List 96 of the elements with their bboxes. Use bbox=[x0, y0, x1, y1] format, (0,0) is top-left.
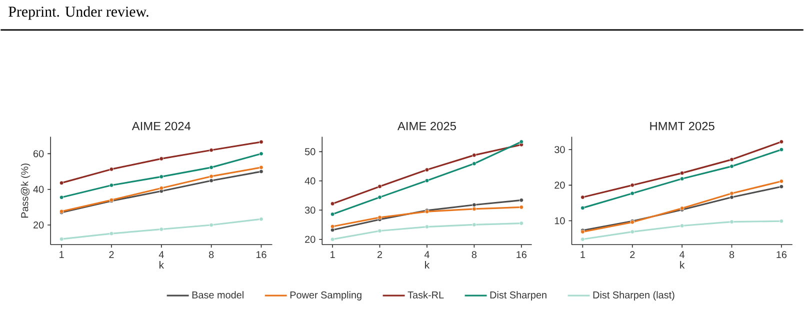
x-tick-label: 4 bbox=[158, 251, 164, 258]
point bbox=[109, 232, 114, 236]
x-tick-label: 8 bbox=[729, 251, 734, 258]
point bbox=[779, 219, 784, 224]
point bbox=[730, 220, 734, 224]
chart-title: AIME 2025 bbox=[397, 122, 456, 131]
point bbox=[259, 170, 264, 174]
x-tick-label: 1 bbox=[580, 251, 585, 258]
point bbox=[730, 192, 734, 196]
point bbox=[680, 176, 684, 182]
y-tick-label: 50 bbox=[304, 148, 316, 156]
x-tick-label: 16 bbox=[516, 251, 527, 258]
x-tick-label: 8 bbox=[208, 251, 214, 258]
point bbox=[59, 237, 64, 242]
point bbox=[472, 207, 476, 212]
point bbox=[378, 229, 382, 234]
point bbox=[209, 174, 214, 179]
chart-title: HMMT 2025 bbox=[650, 122, 714, 131]
point bbox=[59, 181, 64, 186]
point bbox=[779, 179, 784, 184]
point bbox=[519, 198, 524, 203]
x-tick-label: 16 bbox=[776, 251, 787, 258]
y-tick-label: 30 bbox=[554, 146, 565, 154]
point bbox=[259, 152, 264, 156]
x-tick-label: 8 bbox=[472, 251, 477, 258]
x-tick-label: 1 bbox=[330, 251, 335, 258]
x-axis-title: k bbox=[680, 261, 685, 269]
legend-label: Dist Sharpen (last) bbox=[593, 291, 674, 301]
y-tick-label: 20 bbox=[34, 222, 44, 229]
point bbox=[472, 203, 476, 208]
y-tick-label: 20 bbox=[305, 236, 316, 244]
point bbox=[109, 183, 114, 188]
point bbox=[378, 184, 382, 189]
point bbox=[259, 140, 264, 144]
x-axis-title: k bbox=[159, 261, 164, 269]
point bbox=[519, 140, 524, 144]
point bbox=[330, 212, 335, 217]
x-tick-label: 1 bbox=[60, 251, 64, 258]
point bbox=[330, 237, 335, 242]
legend-label: Power Sampling bbox=[290, 291, 362, 301]
point bbox=[730, 158, 734, 162]
y-tick-label: 40 bbox=[33, 186, 44, 194]
point bbox=[424, 178, 430, 183]
point bbox=[209, 178, 214, 183]
point bbox=[779, 148, 784, 152]
x-tick-label: 4 bbox=[680, 251, 685, 258]
point bbox=[424, 168, 430, 172]
point bbox=[730, 164, 734, 169]
point bbox=[779, 184, 784, 189]
point bbox=[159, 156, 164, 162]
point bbox=[472, 153, 476, 158]
point bbox=[630, 230, 634, 234]
point bbox=[630, 192, 634, 196]
text: Preprint. Under review. bbox=[8, 6, 148, 20]
point bbox=[209, 223, 214, 228]
point bbox=[519, 205, 524, 210]
y-tick-label: 60 bbox=[34, 150, 44, 158]
point bbox=[209, 148, 214, 152]
y-tick-label: 40 bbox=[304, 178, 316, 185]
point bbox=[730, 195, 734, 200]
x-tick-label: 2 bbox=[377, 251, 382, 258]
point bbox=[630, 183, 634, 188]
y-tick-label: 30 bbox=[304, 206, 316, 214]
point bbox=[580, 195, 585, 200]
point bbox=[209, 166, 214, 170]
y-tick-label: 20 bbox=[554, 182, 565, 189]
point bbox=[330, 228, 335, 232]
point bbox=[680, 171, 684, 176]
legend-label: Task-RL bbox=[408, 291, 444, 299]
point bbox=[330, 224, 335, 229]
x-tick-label: 4 bbox=[424, 251, 430, 258]
point bbox=[378, 195, 382, 200]
x-axis-title: k bbox=[425, 261, 430, 269]
point bbox=[680, 224, 684, 228]
point bbox=[779, 140, 784, 144]
legend-label: Base model bbox=[192, 291, 244, 299]
point bbox=[330, 202, 335, 206]
point bbox=[259, 166, 264, 170]
point bbox=[424, 224, 430, 230]
y-axis-title: Pass@k (%) bbox=[20, 164, 30, 218]
point bbox=[109, 167, 114, 172]
point bbox=[259, 217, 264, 222]
point bbox=[472, 222, 476, 228]
point bbox=[159, 227, 164, 232]
chart-title: AIME 2024 bbox=[132, 122, 191, 131]
point bbox=[580, 206, 585, 210]
x-tick-label: 16 bbox=[256, 251, 266, 258]
point bbox=[59, 196, 64, 200]
y-tick-label: 10 bbox=[554, 217, 565, 225]
point bbox=[580, 237, 585, 242]
point bbox=[159, 174, 164, 180]
x-tick-label: 2 bbox=[630, 251, 635, 258]
point bbox=[159, 186, 164, 190]
point bbox=[519, 221, 524, 226]
x-tick-label: 2 bbox=[109, 251, 114, 258]
legend-label: Dist Sharpen bbox=[490, 291, 546, 301]
